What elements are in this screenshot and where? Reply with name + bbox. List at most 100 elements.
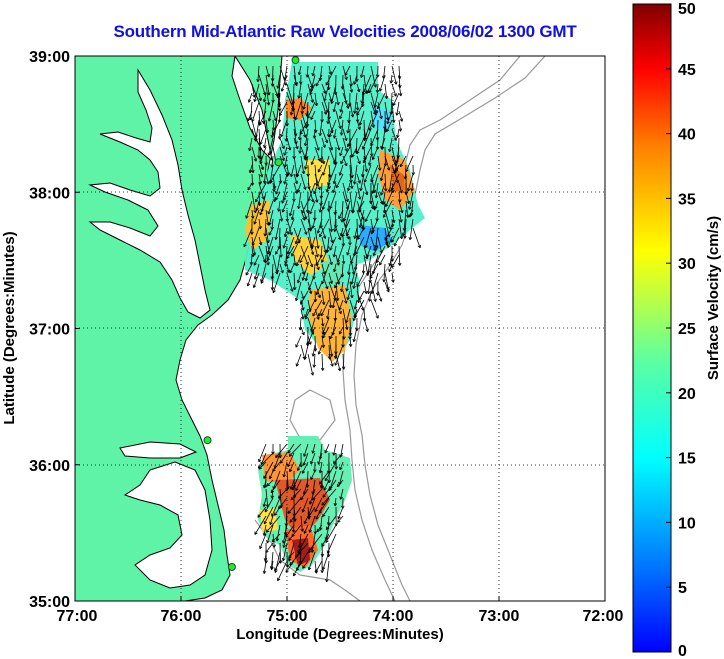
velocity-arrow-head	[350, 343, 353, 347]
velocity-arrow	[305, 137, 309, 160]
velocity-arrow-head	[250, 215, 254, 219]
velocity-arrow-head	[296, 279, 299, 284]
velocity-arrow-head	[315, 299, 318, 303]
velocity-arrow-head	[259, 160, 261, 164]
velocity-arrow-head	[259, 174, 263, 178]
velocity-arrow	[391, 65, 397, 85]
velocity-arrow-head	[325, 111, 328, 115]
velocity-arrow	[370, 236, 376, 251]
velocity-arrow	[272, 470, 281, 490]
velocity-arrow-head	[254, 94, 256, 98]
velocity-arrow-head	[251, 231, 254, 235]
velocity-arrow	[353, 74, 358, 85]
velocity-arrow-head	[283, 198, 287, 201]
velocity-arrow-head	[318, 351, 322, 355]
velocity-arrow-head	[316, 530, 320, 533]
velocity-arrow-head	[282, 200, 285, 204]
velocity-arrow-head	[264, 233, 267, 237]
velocity-arrow	[389, 254, 393, 266]
velocity-arrow-head	[302, 316, 305, 320]
velocity-arrow-head	[281, 540, 284, 544]
velocity-arrow	[344, 65, 351, 76]
velocity-arrow-head	[322, 567, 326, 570]
velocity-arrow-head	[397, 262, 401, 266]
velocity-arrow-head	[266, 262, 269, 266]
velocity-arrow	[268, 137, 274, 156]
velocity-arrow-head	[379, 88, 383, 92]
velocity-arrow-head	[289, 173, 292, 177]
velocity-arrow	[309, 200, 316, 215]
velocity-arrow-head	[283, 474, 286, 478]
velocity-arrow-head	[245, 216, 249, 219]
velocity-arrow	[275, 245, 281, 255]
velocity-arrow	[260, 263, 267, 283]
velocity-arrow-head	[262, 166, 265, 170]
velocity-arrow-head	[268, 92, 271, 96]
velocity-arrow-head	[307, 186, 310, 190]
velocity-arrow-head	[312, 331, 315, 335]
velocity-arrow-head	[298, 150, 301, 154]
velocity-arrow-head	[328, 480, 331, 484]
velocity-arrow	[265, 227, 269, 243]
velocity-arrow-head	[340, 454, 343, 458]
velocity-arrow-head	[394, 81, 397, 85]
velocity-arrow-head	[409, 237, 413, 241]
velocity-arrow-head	[318, 170, 321, 173]
velocity-arrow-head	[404, 235, 407, 239]
velocity-arrow-head	[325, 540, 329, 543]
velocity-arrow	[333, 263, 337, 272]
velocity-arrow-head	[260, 156, 263, 160]
velocity-arrow	[257, 506, 267, 518]
velocity-arrow	[356, 173, 361, 184]
velocity-arrow	[391, 83, 397, 97]
velocity-arrow-head	[331, 280, 334, 284]
velocity-arrow-head	[289, 561, 291, 566]
velocity-arrow	[351, 146, 358, 158]
velocity-arrow-head	[286, 256, 290, 259]
velocity-arrow	[398, 218, 403, 239]
velocity-arrow	[362, 128, 372, 150]
velocity-arrow-head	[329, 174, 332, 178]
velocity-arrow-head	[296, 174, 300, 178]
velocity-arrow-head	[387, 189, 390, 193]
velocity-arrow-head	[276, 95, 279, 99]
velocity-arrow	[289, 200, 295, 217]
velocity-arrow-head	[322, 91, 326, 94]
velocity-arrow-head	[367, 291, 371, 295]
velocity-arrow-head	[310, 100, 314, 103]
velocity-arrow-head	[319, 485, 322, 489]
velocity-arrow	[322, 326, 330, 339]
velocity-arrow	[304, 128, 309, 147]
velocity-arrow	[396, 128, 400, 138]
velocity-arrow	[377, 101, 382, 119]
velocity-arrow-head	[321, 260, 325, 263]
velocity-arrow	[302, 263, 309, 281]
velocity-arrow-head	[325, 579, 327, 583]
velocity-arrow	[286, 137, 291, 151]
velocity-arrow-head	[338, 307, 342, 311]
colorbar-tick-label: 50	[678, 1, 696, 18]
velocity-arrow	[349, 281, 353, 298]
velocity-arrow-head	[285, 82, 287, 86]
velocity-arrow	[307, 326, 316, 345]
velocity-arrow-head	[408, 236, 411, 241]
velocity-arrow-head	[255, 200, 259, 203]
velocity-arrow-head	[301, 307, 304, 311]
velocity-arrow	[349, 254, 355, 275]
velocity-arrow	[361, 83, 365, 104]
velocity-arrow-head	[268, 102, 271, 106]
velocity-arrow-head	[313, 531, 316, 535]
velocity-arrow	[369, 290, 372, 302]
velocity-arrow	[308, 497, 316, 516]
velocity-arrow-head	[292, 288, 294, 292]
velocity-arrow	[271, 272, 274, 290]
velocity-arrow	[367, 254, 372, 274]
velocity-arrow-head	[377, 74, 380, 78]
velocity-arrow	[300, 308, 304, 320]
velocity-arrow	[317, 164, 323, 173]
velocity-arrow-head	[294, 181, 298, 185]
velocity-arrow-head	[318, 209, 321, 213]
velocity-arrow	[372, 173, 379, 194]
velocity-arrow	[251, 236, 256, 256]
velocity-arrow-head	[289, 270, 293, 274]
